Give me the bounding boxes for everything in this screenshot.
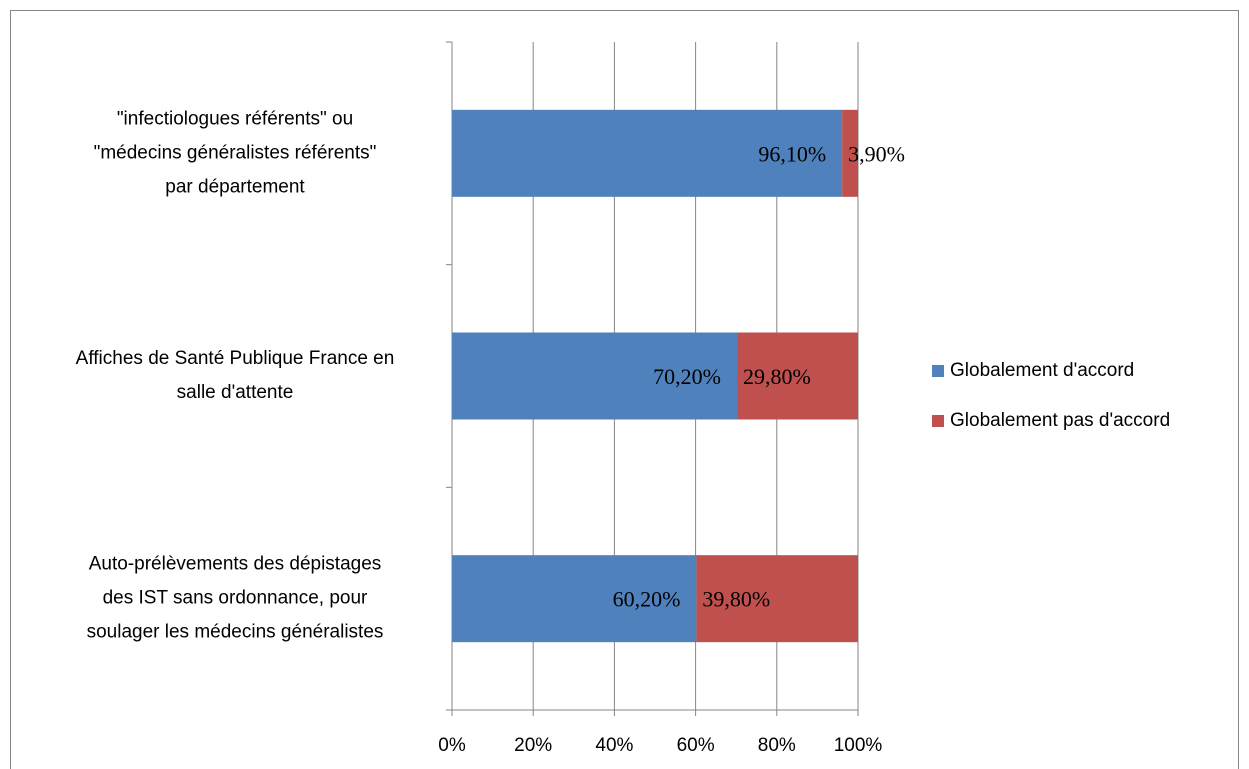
x-tick-label: 100% — [834, 735, 883, 756]
data-label: 39,80% — [702, 587, 770, 612]
y-tick-label-line: des IST sans ordonnance, pour — [103, 588, 368, 609]
y-tick-label: "infectiologues référents" ou "médecins g… — [94, 108, 377, 197]
data-label: 3,90% — [848, 141, 905, 166]
y-tick-label-line: "infectiologues référents" ou — [117, 108, 353, 129]
legend-swatch — [932, 415, 944, 427]
y-tick-label-line: "médecins généralistes référents" — [94, 142, 377, 163]
y-tick-label-line: salle d'attente — [177, 382, 294, 403]
chart-border — [10, 10, 1239, 769]
y-tick-label-line: soulager les médecins généralistes — [87, 622, 384, 643]
bar — [452, 332, 738, 420]
x-tick-label: 80% — [758, 735, 796, 756]
bar — [452, 555, 697, 643]
legend-label: Globalement pas d'accord — [950, 410, 1170, 431]
legend-label: Globalement d'accord — [950, 360, 1134, 381]
legend-swatch — [932, 365, 944, 377]
x-tick-label: 0% — [438, 735, 466, 756]
y-tick-label-line: Auto-prélèvements des dépistages — [89, 554, 382, 575]
data-label: 29,80% — [743, 364, 811, 389]
y-tick-label: Affiches de Santé Publique France en sall… — [76, 348, 395, 403]
data-label: 96,10% — [758, 141, 826, 166]
x-tick-label: 60% — [677, 735, 715, 756]
data-label: 60,20% — [613, 587, 681, 612]
y-tick-label: Auto-prélèvements des dépistages des IST … — [87, 554, 384, 643]
bar — [842, 109, 858, 197]
bar — [452, 109, 843, 197]
bar — [696, 555, 858, 643]
x-tick-label: 40% — [595, 735, 633, 756]
data-label: 70,20% — [653, 364, 721, 389]
y-tick-label-line: Affiches de Santé Publique France en — [76, 348, 395, 369]
bar — [737, 332, 858, 420]
x-tick-label: 20% — [514, 735, 552, 756]
y-tick-label-line: par département — [165, 176, 305, 197]
